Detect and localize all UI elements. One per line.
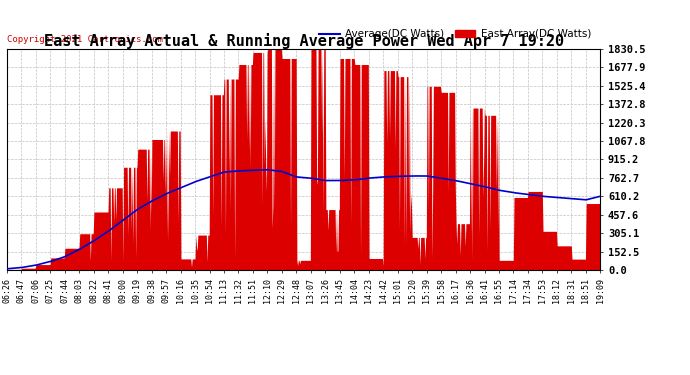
Text: Copyright 2021 Cartronics.com: Copyright 2021 Cartronics.com (7, 36, 163, 45)
Title: East Array Actual & Running Average Power Wed Apr 7 19:20: East Array Actual & Running Average Powe… (43, 33, 564, 49)
Legend: Average(DC Watts), East Array(DC Watts): Average(DC Watts), East Array(DC Watts) (315, 25, 595, 44)
